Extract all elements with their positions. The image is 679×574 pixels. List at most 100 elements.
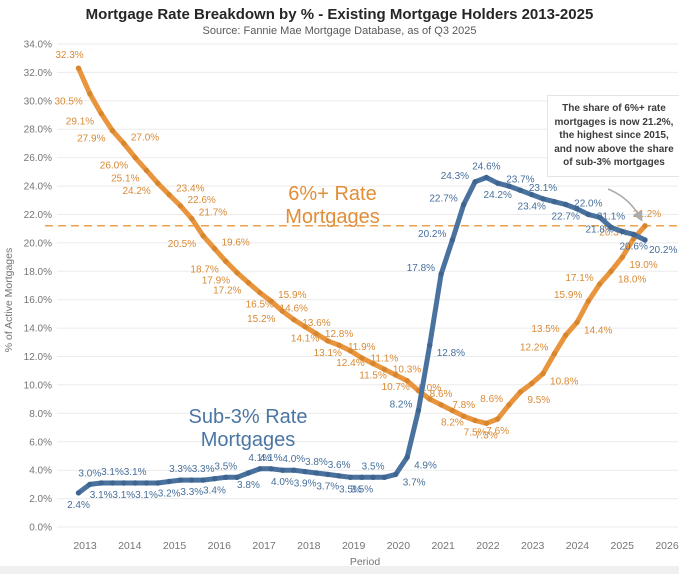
data-point — [608, 268, 614, 274]
data-point — [347, 348, 354, 354]
data-point — [132, 480, 138, 486]
svg-text:13.1%: 13.1% — [314, 348, 342, 359]
data-point — [75, 490, 82, 496]
svg-text:8.6%: 8.6% — [480, 394, 503, 405]
data-point — [234, 474, 240, 480]
annotation-arrow — [607, 188, 643, 222]
data-point — [132, 154, 138, 161]
svg-text:2020: 2020 — [387, 540, 411, 552]
data-point — [574, 206, 580, 212]
svg-text:3.8%: 3.8% — [237, 480, 260, 491]
svg-text:11.9%: 11.9% — [348, 342, 376, 353]
data-point — [449, 407, 456, 414]
data-point — [177, 477, 184, 483]
data-point — [155, 180, 161, 186]
series-label-sub3-line1: Sub-3% Rate — [188, 406, 308, 428]
svg-text:30.0%: 30.0% — [24, 96, 52, 107]
data-point — [143, 480, 150, 486]
data-point — [619, 254, 625, 260]
svg-text:11.1%: 11.1% — [371, 353, 399, 364]
data-point — [540, 196, 546, 202]
svg-text:3.9%: 3.9% — [294, 479, 317, 490]
svg-text:17.8%: 17.8% — [407, 263, 435, 274]
svg-text:28.0%: 28.0% — [24, 125, 52, 136]
data-point — [472, 179, 478, 185]
data-point — [563, 201, 569, 208]
data-point — [597, 214, 603, 220]
data-point — [279, 467, 286, 473]
data-point — [291, 316, 297, 323]
data-point — [189, 477, 195, 483]
svg-text:29.1%: 29.1% — [66, 117, 94, 128]
svg-text:22.7%: 22.7% — [429, 194, 457, 205]
data-point — [257, 466, 263, 472]
svg-text:3.5%: 3.5% — [362, 461, 385, 472]
svg-text:15.9%: 15.9% — [278, 290, 306, 301]
data-point — [98, 480, 104, 486]
svg-text:8.6%: 8.6% — [430, 389, 453, 400]
svg-text:3.5%: 3.5% — [339, 484, 362, 495]
svg-text:7.8%: 7.8% — [452, 400, 475, 411]
svg-text:20.3%: 20.3% — [599, 228, 627, 239]
svg-text:21.8%: 21.8% — [586, 224, 614, 235]
svg-text:18.7%: 18.7% — [190, 264, 218, 275]
svg-text:22.0%: 22.0% — [574, 198, 602, 209]
svg-text:2026: 2026 — [655, 540, 679, 552]
svg-text:23.7%: 23.7% — [506, 174, 534, 185]
data-point — [177, 203, 184, 209]
annotation-line: The share of 6%+ rate — [562, 103, 666, 114]
svg-text:3.3%: 3.3% — [180, 487, 203, 498]
data-point — [404, 454, 410, 461]
svg-text:3.4%: 3.4% — [203, 486, 226, 497]
data-point — [336, 342, 342, 348]
data-point — [415, 407, 422, 414]
svg-text:3.5%: 3.5% — [350, 484, 373, 495]
svg-text:3.1%: 3.1% — [124, 467, 147, 478]
data-point — [381, 474, 388, 480]
svg-text:13.5%: 13.5% — [531, 324, 559, 335]
data-point — [631, 231, 637, 238]
svg-text:3.1%: 3.1% — [101, 467, 124, 478]
data-point — [551, 351, 558, 357]
svg-text:10.7%: 10.7% — [382, 382, 410, 393]
svg-text:2.4%: 2.4% — [67, 500, 90, 511]
data-labels: 2.4%3.0%3.1%3.1%3.1%3.1%3.1% 3.2%3.3%3.3%… — [67, 162, 677, 511]
data-point — [472, 417, 478, 424]
svg-text:22.0%: 22.0% — [24, 210, 52, 221]
data-point — [121, 140, 127, 147]
svg-text:11.5%: 11.5% — [359, 371, 387, 382]
svg-text:7.6%: 7.6% — [486, 426, 509, 437]
data-point — [438, 271, 444, 277]
footer-strip — [0, 566, 679, 574]
annotation-box: The share of 6%+ rate mortgages is now 2… — [547, 95, 679, 177]
svg-text:16.0%: 16.0% — [24, 295, 52, 306]
data-point — [461, 413, 467, 419]
data-point — [189, 216, 195, 222]
svg-text:27.9%: 27.9% — [77, 134, 105, 145]
svg-text:21.1%: 21.1% — [597, 211, 625, 222]
svg-text:25.1%: 25.1% — [111, 173, 139, 184]
svg-text:26.0%: 26.0% — [24, 153, 52, 164]
data-point — [166, 191, 172, 198]
svg-text:16.5%: 16.5% — [246, 300, 274, 311]
data-labels: 32.3% 30.5% 29.1% 27.9% 27.0% 26.0%25.1% 24.2%… — [54, 50, 661, 441]
annotation-line: mortgages is now 21.2%, — [554, 116, 674, 128]
chart-title: Mortgage Rate Breakdown by % - Existing … — [85, 6, 594, 23]
svg-text:20.0%: 20.0% — [24, 238, 52, 249]
svg-text:2021: 2021 — [431, 540, 455, 552]
svg-text:10.0%: 10.0% — [24, 380, 52, 391]
svg-text:30.5%: 30.5% — [54, 97, 82, 108]
data-point — [529, 191, 535, 198]
data-point — [404, 378, 410, 384]
series-label-6pct-rate: 6%+ Rate Mortgages — [240, 183, 425, 229]
svg-text:19.6%: 19.6% — [221, 238, 249, 249]
data-point — [359, 474, 365, 480]
data-point — [359, 355, 365, 361]
data-point — [87, 91, 93, 97]
svg-text:20.6%: 20.6% — [619, 241, 647, 252]
data-point — [393, 372, 399, 378]
svg-text:4.0%: 4.0% — [29, 466, 52, 477]
data-point — [551, 199, 558, 205]
data-point — [313, 331, 320, 337]
data-point — [98, 110, 104, 117]
